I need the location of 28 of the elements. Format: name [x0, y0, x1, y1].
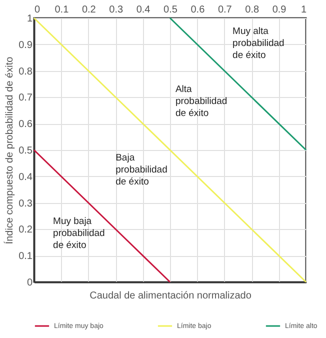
y-tick-label: 0.1 — [18, 251, 33, 262]
y-axis-title: Índice compuesto de probabilidad de éxito — [4, 56, 16, 244]
y-tick-label: 0.8 — [18, 66, 33, 78]
annotation: Muy alta probabilidad de éxito — [232, 26, 284, 61]
x-tick-label: 0.3 — [109, 4, 124, 16]
y-tick-label: 0.5 — [18, 146, 33, 156]
y-tick-label: 0.3 — [18, 198, 33, 210]
annotation: Baja probabilidad de éxito — [116, 152, 168, 188]
x-tick-label: 1 — [300, 4, 307, 16]
annotation: Alta probabilidad de éxito — [175, 84, 228, 119]
x-tick-label: 0.6 — [190, 4, 206, 16]
y-tick-label: 0.4 — [18, 172, 33, 183]
x-axis-title: Caudal de alimentación normalizado — [90, 290, 252, 302]
x-tick-label: 0 — [34, 4, 40, 16]
y-tick-label: 0.7 — [18, 92, 33, 104]
x-tick-label: 0.5 — [164, 4, 178, 16]
x-tick-label: 0.4 — [136, 4, 151, 16]
x-tick-label: 0.2 — [82, 4, 96, 16]
x-tick-label: 0.8 — [245, 4, 260, 16]
y-tick-label: 1 — [26, 14, 33, 24]
x-tick-label: 0.1 — [54, 4, 70, 16]
x-tick-label: 0.9 — [272, 4, 287, 16]
y-tick-label: 0 — [26, 278, 33, 288]
annotation: Muy baja probabilidad de éxito — [53, 216, 105, 251]
x-tick-label: 0.7 — [218, 4, 232, 16]
y-tick-label: 0.2 — [18, 224, 33, 236]
y-tick-label: 0.6 — [18, 119, 33, 130]
y-tick-label: 0.9 — [18, 40, 33, 51]
